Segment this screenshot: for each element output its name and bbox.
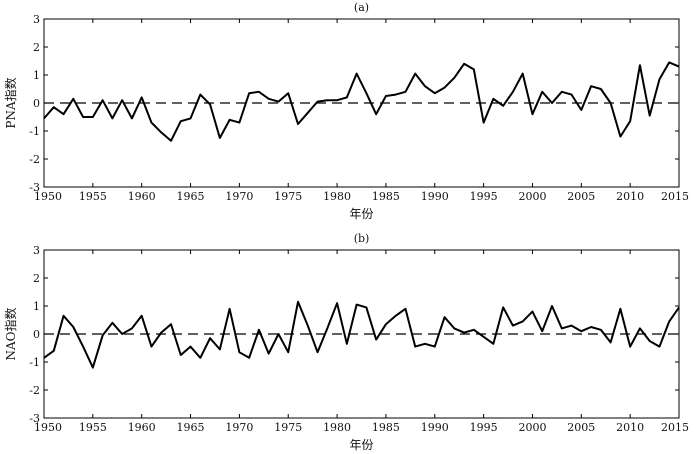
panel-a: (a) 1950 1955 1960 1965 1970 1975 1980 1985 1990 1… bbox=[3, 1, 689, 221]
y-tick-label: -2 bbox=[29, 384, 40, 397]
x-axis-label: 年份 bbox=[349, 438, 373, 452]
x-tick-label: 1970 bbox=[225, 421, 253, 434]
x-tick-label: 2000 bbox=[518, 190, 546, 203]
y-tick-label: 2 bbox=[33, 41, 40, 54]
y-tick-label: 0 bbox=[33, 328, 40, 341]
series-line bbox=[43, 61, 680, 142]
x-tick-label: 1995 bbox=[470, 421, 498, 434]
x-tick-label: 2000 bbox=[518, 421, 546, 434]
y-tick-label: -2 bbox=[29, 153, 40, 166]
x-axis-label: 年份 bbox=[349, 207, 373, 221]
x-tick-label: 1970 bbox=[225, 190, 253, 203]
y-tick-label: -3 bbox=[29, 412, 40, 425]
x-tick-label: 1950 bbox=[34, 421, 62, 434]
panel-title: (b) bbox=[354, 232, 370, 245]
x-tick-label: 2015 bbox=[661, 421, 689, 434]
x-tick-label: 1975 bbox=[274, 421, 302, 434]
x-tick-label: 1985 bbox=[372, 190, 400, 203]
x-tick-label: 1965 bbox=[177, 190, 205, 203]
y-tick-label: -1 bbox=[29, 125, 40, 138]
y-tick-label: 0 bbox=[33, 97, 40, 110]
x-tick-label: 1955 bbox=[79, 190, 107, 203]
x-tick-label: 2005 bbox=[567, 190, 595, 203]
x-tick-label: 1960 bbox=[128, 190, 156, 203]
plot-frame bbox=[43, 249, 680, 419]
x-tick-label: 1950 bbox=[34, 190, 62, 203]
y-axis-label: NAO指数 bbox=[3, 307, 18, 360]
y-tick-label: 2 bbox=[33, 272, 40, 285]
x-tick-label: 1975 bbox=[274, 190, 302, 203]
x-tick-label: 2010 bbox=[616, 190, 644, 203]
x-tick-label: 1985 bbox=[372, 421, 400, 434]
x-tick-label: 1990 bbox=[421, 421, 449, 434]
x-tick-label: 2010 bbox=[616, 421, 644, 434]
y-tick-label: -1 bbox=[29, 356, 40, 369]
x-tick-label: 1960 bbox=[128, 421, 156, 434]
y-tick-label: 1 bbox=[33, 300, 40, 313]
y-tick-label: -3 bbox=[29, 181, 40, 194]
panel-title: (a) bbox=[354, 1, 369, 14]
series-line bbox=[43, 300, 680, 369]
x-tick-label: 1955 bbox=[79, 421, 107, 434]
panel-b: (b) 1950 1955 1960 1965 1970 1975 1980 1985 1990 1… bbox=[3, 232, 689, 452]
x-tick-label: 1995 bbox=[470, 190, 498, 203]
x-tick-label: 2005 bbox=[567, 421, 595, 434]
y-tick-label: 1 bbox=[33, 69, 40, 82]
x-tick-label: 1990 bbox=[421, 190, 449, 203]
y-axis-label: PNA指数 bbox=[3, 77, 18, 128]
y-tick-label: 3 bbox=[33, 13, 40, 26]
x-tick-label: 1980 bbox=[323, 190, 351, 203]
x-tick-label: 1965 bbox=[177, 421, 205, 434]
x-tick-label: 2015 bbox=[661, 190, 689, 203]
x-tick-label: 1980 bbox=[323, 421, 351, 434]
y-tick-label: 3 bbox=[33, 244, 40, 257]
